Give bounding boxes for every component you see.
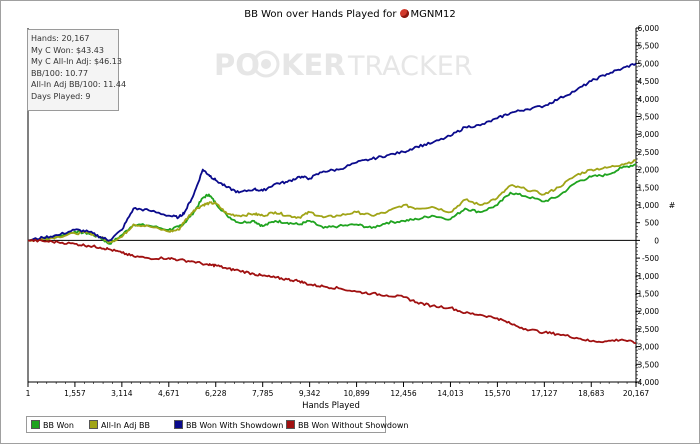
- stat-allin-adj-bb-per-100: All-In Adj BB/100: 11.44: [31, 80, 127, 90]
- legend-item-bb-won: BB Won: [31, 420, 74, 430]
- x-tick-label: 20,167: [623, 389, 649, 398]
- x-tick-label: 9,342: [299, 389, 321, 398]
- y-tick-label: -3,500: [635, 360, 659, 369]
- chart-legend: BB Won All-In Adj BB BB Won With Showdow…: [26, 416, 408, 433]
- y-tick-label: 4,000: [638, 95, 660, 104]
- y-tick-label: -1,500: [635, 290, 659, 299]
- y-tick-label: 5,000: [638, 59, 660, 68]
- series-line-3: [27, 238, 637, 344]
- legend-swatch: [89, 420, 98, 429]
- x-tick-label: 4,671: [158, 389, 180, 398]
- x-tick-label: 10,899: [343, 389, 369, 398]
- y-tick-label: -2,500: [635, 325, 659, 334]
- x-tick-label: 3,114: [111, 389, 133, 398]
- legend-swatch: [174, 420, 183, 429]
- legend-swatch: [286, 420, 295, 429]
- watermark-text-poker: PO: [214, 48, 260, 82]
- y-tick-label: 3,000: [638, 130, 660, 139]
- stat-c-won: My C Won: $43.43: [31, 45, 104, 55]
- chart-series: [27, 62, 637, 344]
- stats-box: Hands: 20,167 My C Won: $43.43 My C All-…: [27, 29, 127, 111]
- y-tick-label: 500: [645, 219, 660, 228]
- y-tick-label: 3,500: [638, 113, 660, 122]
- x-tick-label: 7,785: [252, 389, 274, 398]
- watermark-text-tracker: TRACKER: [347, 51, 473, 82]
- x-tick-label: 17,127: [531, 389, 557, 398]
- legend-label: BB Won: [43, 421, 74, 430]
- legend-label: All-In Adj BB: [101, 421, 150, 430]
- stat-days-played: Days Played: 9: [31, 91, 91, 101]
- y-tick-label: -3,000: [635, 343, 659, 352]
- y-tick-label: 4,500: [638, 77, 660, 86]
- poker-site-icon: [399, 9, 409, 18]
- y-tick-label: -1,000: [635, 272, 659, 281]
- y-tick-label: 0: [654, 236, 659, 245]
- legend-swatch: [31, 420, 40, 429]
- legend-item-bb-won-with-showdown: BB Won With Showdown: [174, 420, 283, 430]
- x-tick-label: 6,228: [205, 389, 227, 398]
- y-tick-label: 5,500: [638, 42, 660, 51]
- series-line-2: [28, 62, 637, 242]
- x-tick-label: 15,570: [484, 389, 510, 398]
- y-tick-label: 1,500: [638, 183, 660, 192]
- series-line-1: [27, 159, 637, 244]
- x-tick-label: 1: [26, 389, 31, 398]
- stat-bb-per-100: BB/100: 10.77: [31, 68, 89, 78]
- y-tick-label: 6,000: [638, 24, 660, 33]
- chart-title-text: BB Won over Hands Played for: [244, 9, 397, 20]
- x-axis-label: Hands Played: [302, 401, 360, 411]
- legend-label: BB Won With Showdown: [186, 421, 284, 430]
- x-tick-label: 1,557: [64, 389, 86, 398]
- y-tick-label: -4,000: [635, 378, 659, 387]
- legend-item-bb-won-without-showdown: BB Won Without Showdown: [286, 420, 408, 430]
- y-tick-label: -500: [642, 254, 659, 263]
- y-tick-label: -2,000: [635, 307, 659, 316]
- watermark-text-ker: KER: [281, 48, 346, 82]
- stat-c-allin-adj: My C All-In Adj: $46.13: [31, 57, 122, 67]
- legend-label: BB Won Without Showdown: [298, 421, 409, 430]
- y-tick-label: 1,000: [638, 201, 660, 210]
- pokertracker-watermark: PO KER TRACKER: [214, 48, 473, 82]
- x-tick-label: 18,683: [578, 389, 604, 398]
- player-name: MGNM12: [410, 9, 456, 20]
- y-tick-label: 2,500: [638, 148, 660, 157]
- y-axis-label: #: [669, 201, 676, 210]
- chart-title: BB Won over Hands Played for MGNM12: [0, 9, 700, 20]
- stat-hands: Hands: 20,167: [31, 34, 90, 43]
- x-tick-label: 12,456: [390, 389, 416, 398]
- legend-item-allin-adj-bb: All-In Adj BB: [89, 420, 150, 430]
- x-tick-label: 14,013: [437, 389, 463, 398]
- y-tick-label: 2,000: [638, 166, 660, 175]
- watermark-chip-icon: [252, 50, 280, 78]
